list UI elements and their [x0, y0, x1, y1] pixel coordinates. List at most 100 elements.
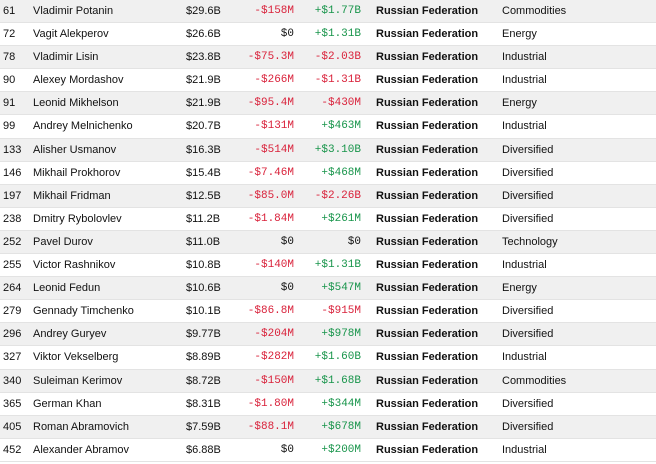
ytd-change-cell: +$1.31B: [314, 259, 361, 272]
last-change-cell: -$131M: [254, 120, 294, 133]
name-cell[interactable]: Viktor Vekselberg: [33, 351, 119, 364]
name-cell[interactable]: Victor Rashnikov: [33, 259, 116, 272]
country-cell: Russian Federation: [376, 235, 479, 248]
table-row[interactable]: 90 Alexey Mordashov $21.9B -$266M -$1.31…: [0, 69, 656, 93]
last-change-cell: $0: [280, 28, 294, 41]
name-cell[interactable]: Mikhail Prokhorov: [33, 166, 121, 179]
industry-cell: Diversified: [502, 305, 554, 318]
last-change-cell: -$85.0M: [247, 189, 294, 202]
table-row[interactable]: 78 Vladimir Lisin $23.8B -$75.3M -$2.03B…: [0, 46, 656, 70]
table-row[interactable]: 146 Mikhail Prokhorov $15.4B -$7.46M +$4…: [0, 162, 656, 185]
name-cell[interactable]: Vagit Alekperov: [33, 28, 109, 41]
ytd-change-cell: +$468M: [321, 166, 361, 179]
net-worth-cell: $10.1B: [186, 305, 221, 318]
table-row[interactable]: 296 Andrey Guryev $9.77B -$204M +$978M R…: [0, 323, 656, 347]
table-row[interactable]: 238 Dmitry Rybolovlev $11.2B -$1.84M +$2…: [0, 208, 656, 231]
country-cell: Russian Federation: [376, 443, 479, 456]
table-row[interactable]: 279 Gennady Timchenko $10.1B -$86.8M -$9…: [0, 300, 656, 324]
table-row[interactable]: 197 Mikhail Fridman $12.5B -$85.0M -$2.2…: [0, 184, 656, 208]
name-cell[interactable]: Vladimir Potanin: [33, 5, 114, 17]
table-row[interactable]: 327 Viktor Vekselberg $8.89B -$282M +$1.…: [0, 346, 656, 370]
industry-cell: Diversified: [502, 143, 554, 156]
name-cell[interactable]: Dmitry Rybolovlev: [33, 212, 122, 225]
name-cell[interactable]: Andrey Melnichenko: [33, 120, 133, 133]
table-row[interactable]: 61 Vladimir Potanin $29.6B -$158M +$1.77…: [0, 0, 656, 24]
last-change-cell: -$140M: [254, 259, 294, 272]
name-cell[interactable]: Vladimir Lisin: [33, 51, 99, 64]
ytd-change-cell: -$915M: [321, 305, 361, 318]
ytd-change-cell: +$1.77B: [314, 5, 361, 17]
last-change-cell: -$158M: [254, 5, 294, 17]
rank-cell: 452: [3, 443, 22, 456]
rank-cell: 279: [3, 305, 22, 318]
table-row[interactable]: 255 Victor Rashnikov $10.8B -$140M +$1.3…: [0, 254, 656, 278]
ytd-change-cell: +$1.31B: [314, 28, 361, 41]
name-cell[interactable]: German Khan: [33, 397, 102, 410]
table-row[interactable]: 365 German Khan $8.31B -$1.80M +$344M Ru…: [0, 393, 656, 416]
industry-cell: Diversified: [502, 166, 554, 179]
industry-cell: Energy: [502, 282, 537, 295]
table-row[interactable]: 252 Pavel Durov $11.0B $0 $0 Russian Fed…: [0, 230, 656, 255]
country-cell: Russian Federation: [376, 212, 479, 225]
last-change-cell: -$514M: [254, 143, 294, 156]
name-cell[interactable]: Gennady Timchenko: [33, 305, 134, 318]
industry-cell: Industrial: [502, 120, 547, 133]
rank-cell: 72: [3, 28, 16, 41]
name-cell[interactable]: Suleiman Kerimov: [33, 374, 123, 387]
ytd-change-cell: +$344M: [321, 397, 361, 410]
industry-cell: Industrial: [502, 51, 547, 64]
country-cell: Russian Federation: [376, 74, 479, 87]
table-row[interactable]: 405 Roman Abramovich $7.59B -$88.1M +$67…: [0, 415, 656, 439]
country-cell: Russian Federation: [376, 420, 479, 433]
last-change-cell: -$7.46M: [247, 166, 294, 179]
country-cell: Russian Federation: [376, 259, 479, 272]
ytd-change-cell: +$261M: [321, 212, 361, 225]
country-cell: Russian Federation: [376, 5, 479, 17]
net-worth-cell: $10.6B: [186, 282, 221, 295]
rank-cell: 78: [3, 51, 16, 64]
net-worth-cell: $16.3B: [186, 143, 221, 156]
country-cell: Russian Federation: [376, 143, 479, 156]
last-change-cell: -$204M: [254, 328, 294, 341]
name-cell[interactable]: Roman Abramovich: [33, 420, 129, 433]
name-cell[interactable]: Mikhail Fridman: [33, 189, 111, 202]
country-cell: Russian Federation: [376, 305, 479, 318]
ytd-change-cell: +$1.68B: [314, 374, 361, 387]
net-worth-cell: $15.4B: [186, 166, 221, 179]
net-worth-cell: $9.77B: [186, 328, 221, 341]
country-cell: Russian Federation: [376, 397, 479, 410]
table-row[interactable]: 264 Leonid Fedun $10.6B $0 +$547M Russia…: [0, 277, 656, 301]
table-row[interactable]: 452 Alexander Abramov $6.88B $0 +$200M R…: [0, 439, 656, 462]
net-worth-cell: $12.5B: [186, 189, 221, 202]
name-cell[interactable]: Alexander Abramov: [33, 443, 129, 456]
name-cell[interactable]: Alexey Mordashov: [33, 74, 124, 87]
name-cell[interactable]: Leonid Fedun: [33, 282, 101, 295]
rank-cell: 61: [3, 5, 16, 17]
rank-cell: 133: [3, 143, 22, 156]
table-row[interactable]: 72 Vagit Alekperov $26.6B $0 +$1.31B Rus…: [0, 23, 656, 47]
ytd-change-cell: +$978M: [321, 328, 361, 341]
industry-cell: Technology: [502, 235, 558, 248]
table-row[interactable]: 133 Alisher Usmanov $16.3B -$514M +$3.10…: [0, 138, 656, 162]
ytd-change-cell: $0: [347, 235, 361, 248]
net-worth-cell: $20.7B: [186, 120, 221, 133]
ytd-change-cell: -$2.03B: [314, 51, 361, 64]
last-change-cell: -$1.84M: [247, 212, 294, 225]
ytd-change-cell: +$547M: [321, 282, 361, 295]
table-row[interactable]: 91 Leonid Mikhelson $21.9B -$95.4M -$430…: [0, 92, 656, 116]
table-row[interactable]: 340 Suleiman Kerimov $8.72B -$150M +$1.6…: [0, 369, 656, 393]
last-change-cell: -$150M: [254, 374, 294, 387]
net-worth-cell: $29.6B: [186, 5, 221, 17]
name-cell[interactable]: Pavel Durov: [33, 235, 93, 248]
rank-cell: 146: [3, 166, 22, 179]
last-change-cell: -$86.8M: [247, 305, 294, 318]
net-worth-cell: $10.8B: [186, 259, 221, 272]
name-cell[interactable]: Alisher Usmanov: [33, 143, 117, 156]
table-row[interactable]: 99 Andrey Melnichenko $20.7B -$131M +$46…: [0, 115, 656, 139]
net-worth-cell: $26.6B: [186, 28, 221, 41]
name-cell[interactable]: Leonid Mikhelson: [33, 97, 119, 110]
industry-cell: Diversified: [502, 328, 554, 341]
ytd-change-cell: +$678M: [321, 420, 361, 433]
name-cell[interactable]: Andrey Guryev: [33, 328, 107, 341]
net-worth-cell: $21.9B: [186, 97, 221, 110]
